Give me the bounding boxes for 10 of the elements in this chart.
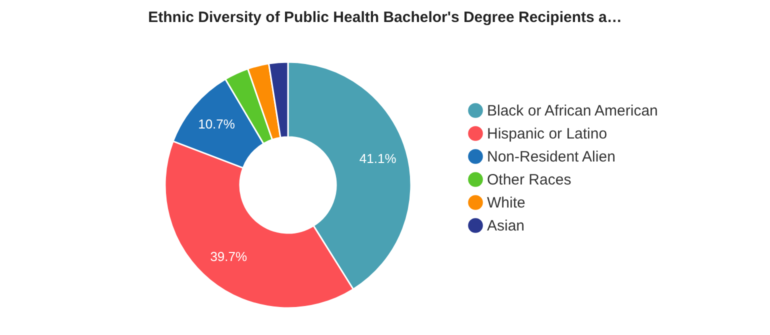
chart-title: Ethnic Diversity of Public Health Bachelor's Degree Recipients a… bbox=[148, 9, 622, 26]
data-label: 10.7% bbox=[198, 116, 236, 132]
data-label: 41.1% bbox=[359, 151, 397, 166]
legend-label: Other Races bbox=[487, 172, 572, 188]
legend-label: Black or African American bbox=[487, 102, 658, 120]
legend-label: White bbox=[487, 194, 526, 212]
legend-label: Non-Resident Alien bbox=[487, 148, 616, 166]
data-label: 39.7% bbox=[210, 249, 248, 264]
legend-label: Hispanic or Latino bbox=[487, 126, 608, 142]
legend-label: Asian bbox=[487, 218, 525, 234]
